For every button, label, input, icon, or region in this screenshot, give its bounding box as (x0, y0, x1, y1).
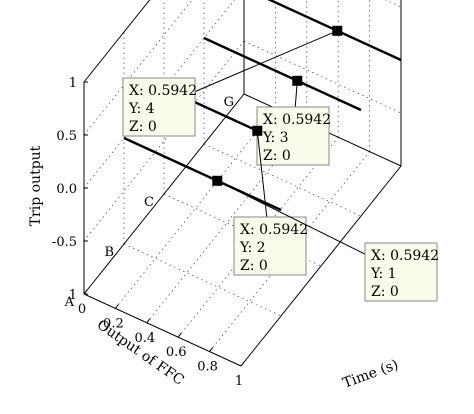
z-tick-label: -0.5 (52, 235, 77, 250)
x-axis-label: Time (s) (341, 357, 401, 392)
x-tick-mark (209, 347, 214, 352)
datatip-text: X: 0.5942 (129, 83, 197, 99)
datatip-marker (292, 75, 303, 86)
datatip-text: X: 0.5942 (240, 222, 308, 238)
grid-line-back-z (243, 40, 402, 114)
datatip-marker (332, 25, 343, 36)
datatip-box (364, 242, 438, 302)
x-tick-label: 0.6 (166, 345, 187, 360)
series-line-y1 (123, 136, 282, 212)
x-tick-mark (83, 289, 88, 295)
datatip-text: Y: 4 (128, 101, 155, 117)
y-tick-label: A (64, 295, 75, 310)
series-line-y3 (203, 36, 362, 112)
datatip-marker (212, 175, 223, 186)
datatip-box (233, 216, 307, 276)
datatip-text: Z: 0 (263, 148, 291, 164)
z-tick-label: 1 (69, 288, 77, 303)
x-tick-label: 1 (235, 374, 243, 389)
datatip-layer: X: 0.5942 Y: 4 Z: 0 X: 0.5942 Y: 3 Z: 0 X: 0.5… (122, 25, 439, 302)
grid-line-left-z (83, 40, 245, 242)
datatip-text: Z: 0 (129, 119, 157, 135)
datatip-marker (252, 125, 263, 136)
x-tick-mark (177, 332, 182, 338)
y-tick-label: C (144, 195, 154, 210)
y-tick-label: G (224, 95, 234, 110)
datatip-text: X: 0.5942 (371, 248, 439, 264)
x-tick-mark (240, 361, 245, 367)
x-tick-mark (146, 318, 151, 324)
z-axis-label: Trip output (28, 145, 44, 226)
box-edge (83, 0, 151, 83)
box-edge (240, 165, 402, 367)
grid-line-back-z (384, 0, 402, 8)
z-tick-label: 0.5 (56, 129, 77, 144)
datatip-text: Z: 0 (240, 258, 268, 274)
datatip-box (122, 77, 196, 137)
x-tick-label: 0.2 (103, 316, 124, 331)
x-tick-label: 0 (78, 302, 86, 317)
datatip-text: Y: 2 (239, 240, 266, 256)
x-tick-mark (115, 304, 119, 309)
datatip-box (256, 106, 330, 166)
z-tick-label: 1 (69, 76, 77, 91)
grid-layer (83, 0, 402, 352)
y-tick-label: B (104, 245, 114, 260)
x-axis-line (83, 293, 242, 367)
datatip-text: Y: 1 (370, 266, 397, 282)
datatip-text: Z: 0 (371, 284, 399, 300)
grid-line-floor-x (115, 108, 276, 309)
grid-line-back-z (269, 0, 402, 61)
datatip-text: X: 0.5942 (263, 112, 331, 128)
grid-line-floor-y (123, 243, 282, 317)
z-tick-label: 0.0 (56, 182, 77, 197)
x-tick-label: 0.4 (134, 331, 155, 346)
grid-line-floor-y (203, 143, 362, 217)
x-tick-label: 0.8 (197, 360, 218, 375)
series-line-y4 (267, 0, 402, 62)
datatip-text: Y: 3 (262, 130, 289, 146)
y-axis-line (83, 93, 245, 295)
